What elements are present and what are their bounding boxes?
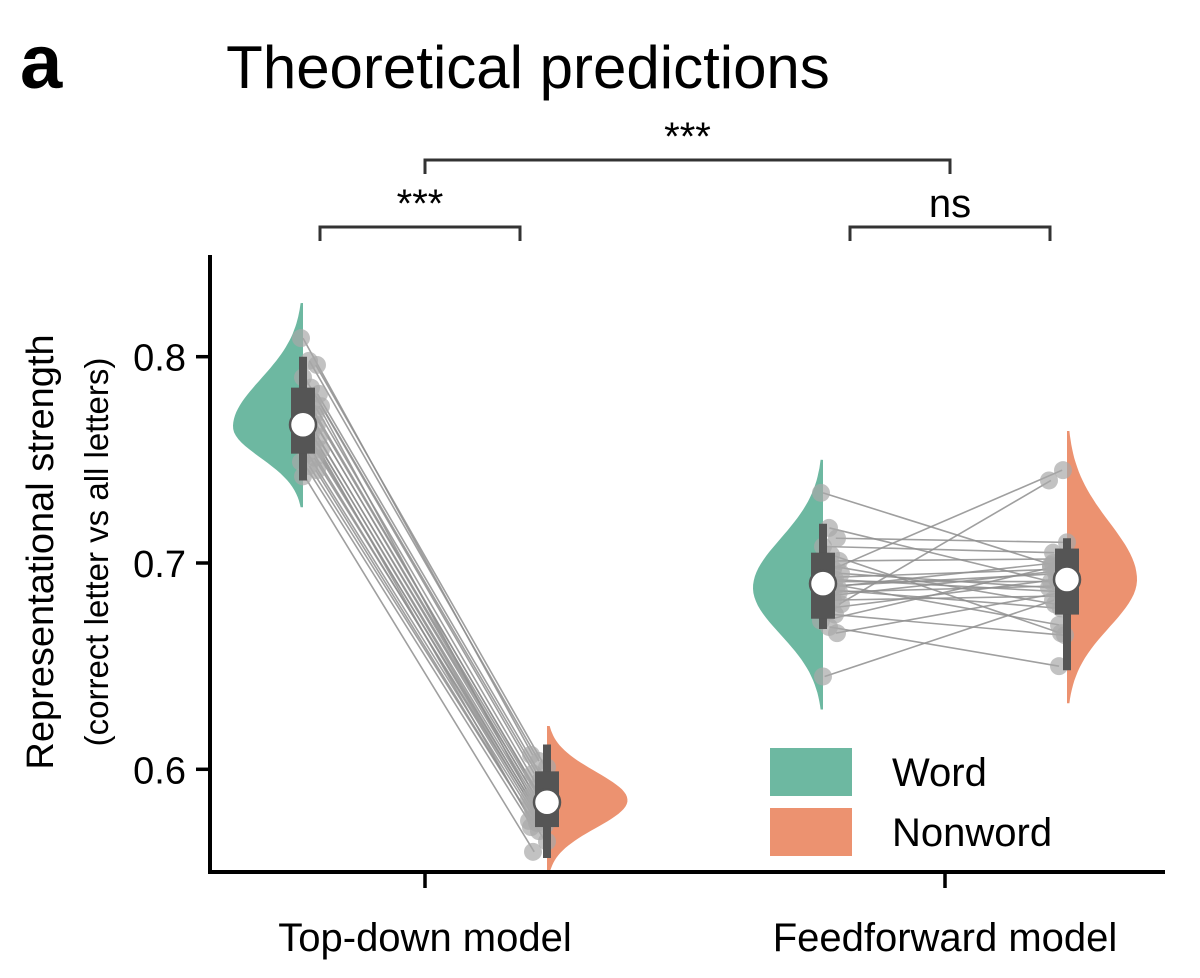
significance-annotations: *** ns *** <box>318 115 1052 241</box>
paired-line <box>311 444 543 820</box>
significance-label: *** <box>397 182 444 226</box>
word-point <box>308 355 326 374</box>
bracket-line <box>318 225 522 241</box>
plot-area <box>233 303 1137 873</box>
word-point <box>292 329 310 348</box>
paired-line <box>824 562 1055 589</box>
sig-between-models: *** <box>423 115 952 174</box>
word-point <box>828 624 846 643</box>
paired-line <box>824 545 1055 554</box>
nonword-point <box>1040 471 1058 490</box>
paired-line <box>834 613 1064 637</box>
paired-line <box>303 475 535 853</box>
paired-line <box>832 469 1063 570</box>
panel-label: a <box>20 20 63 105</box>
paired-line <box>313 414 545 803</box>
paired-line <box>316 436 548 816</box>
y-axis-sublabel: (correct letter vs all letters) <box>78 358 115 747</box>
paired-line <box>829 626 1060 667</box>
paired-line <box>310 387 542 781</box>
nonword-point <box>1054 461 1072 480</box>
y-tick-label: 0.6 <box>133 750 186 792</box>
paired-line <box>824 599 1055 678</box>
sig-feedforward: ns <box>848 182 1052 241</box>
legend: Word Nonword <box>770 748 1052 856</box>
paired-line <box>315 424 547 809</box>
word-point <box>308 461 326 480</box>
paired-line <box>838 479 1052 605</box>
significance-label: *** <box>664 115 711 159</box>
word-point <box>812 483 830 502</box>
axes: 0.6 0.7 0.8 Top-down model Feedforward model <box>133 255 1165 960</box>
nonword-point <box>524 842 542 861</box>
word-point <box>828 529 846 548</box>
legend-label-nonword: Nonword <box>892 811 1052 855</box>
legend-swatch-nonword <box>770 808 852 856</box>
nonword-median <box>1052 565 1082 594</box>
significance-label: ns <box>929 182 971 226</box>
y-axis-label: Representational strength <box>20 334 62 769</box>
paired-line <box>307 453 539 824</box>
legend-label-word: Word <box>892 751 987 795</box>
paired-line <box>830 589 1061 610</box>
y-tick-label: 0.7 <box>133 544 186 586</box>
violin-word <box>753 459 823 710</box>
paired-line <box>308 360 540 762</box>
bracket-line <box>848 225 1052 241</box>
paired-line <box>837 558 1068 562</box>
violin-word <box>233 303 303 508</box>
legend-swatch-word <box>770 748 852 796</box>
paired-line <box>822 566 1053 622</box>
paired-line <box>822 492 1053 566</box>
y-tick-label: 0.8 <box>133 338 186 380</box>
paired-line <box>835 537 1066 544</box>
paired-line <box>313 457 545 826</box>
x-tick-label: Top-down model <box>278 916 572 960</box>
word-median <box>808 569 838 598</box>
violin-nonword <box>1067 430 1137 704</box>
paired-line <box>302 461 534 828</box>
chart-title: Theoretical predictions <box>226 34 830 101</box>
paired-line <box>315 469 547 842</box>
bracket-line <box>423 158 952 174</box>
paired-line <box>311 401 543 795</box>
paired-line <box>316 393 548 787</box>
paired-line <box>827 578 1058 610</box>
nonword-median <box>532 788 562 817</box>
word-median <box>288 410 318 440</box>
paired-line <box>827 568 1058 579</box>
paired-line <box>832 595 1063 601</box>
paired-line <box>315 364 547 768</box>
sig-topdown: *** <box>318 182 522 241</box>
violin-nonword <box>547 725 628 873</box>
word-point <box>814 667 832 686</box>
paired-line <box>302 337 534 756</box>
y-axis-label-group: Representational strength (correct lette… <box>20 334 115 769</box>
paired-line <box>310 432 542 814</box>
x-tick-label: Feedforward model <box>773 916 1118 960</box>
paired-line <box>835 591 1066 634</box>
